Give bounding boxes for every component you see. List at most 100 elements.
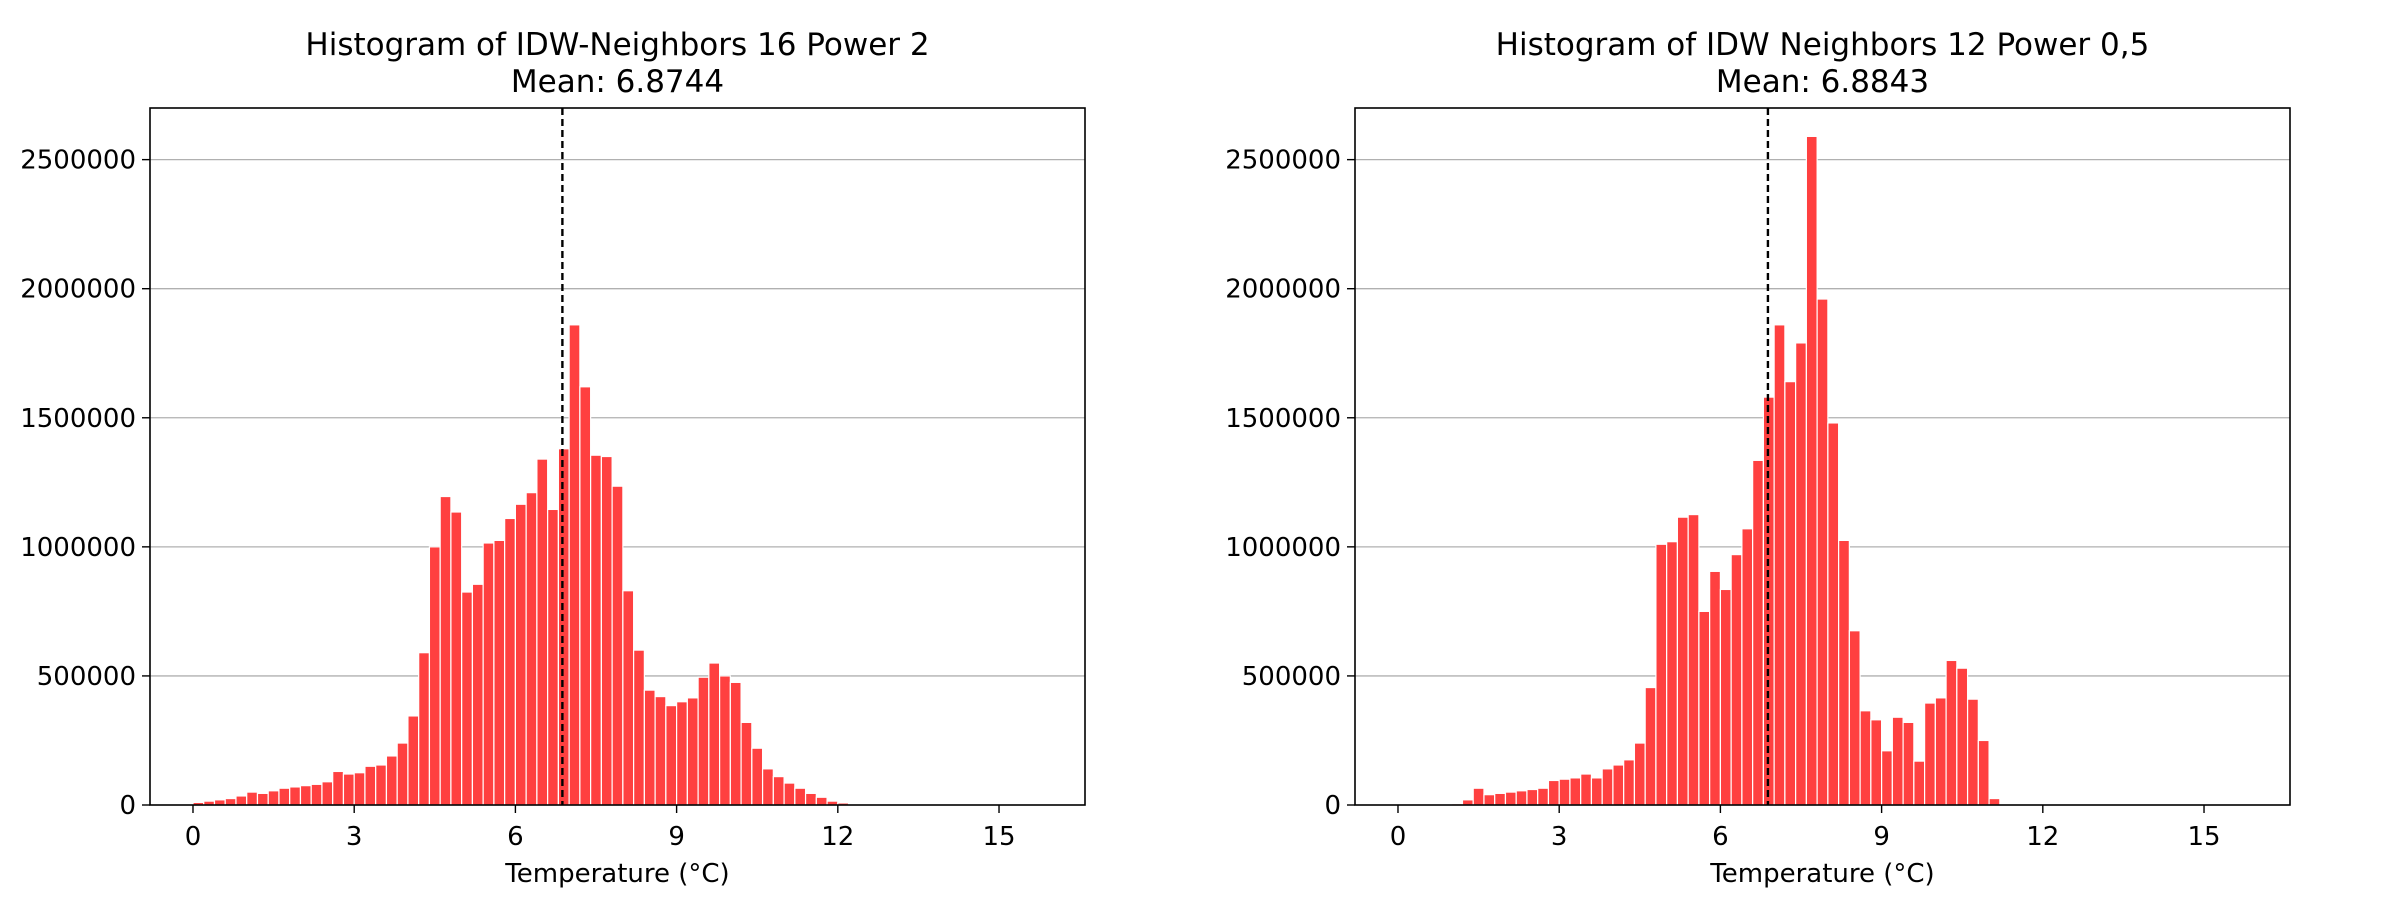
histogram-bar	[1923, 702, 1936, 806]
histogram-bar	[461, 591, 474, 806]
histogram-bar	[1741, 528, 1754, 806]
histogram-bar	[1752, 459, 1764, 806]
y-tick-label: 2500000	[20, 146, 136, 176]
histogram-bar	[1472, 787, 1485, 806]
histogram-bar	[504, 517, 517, 806]
histogram-bar	[1633, 742, 1646, 806]
histogram-bar	[1494, 792, 1507, 806]
histogram-bar	[246, 791, 259, 806]
histogram-bar	[482, 542, 495, 806]
x-tick-label: 15	[982, 822, 1015, 852]
histogram-bar	[525, 492, 538, 806]
histogram-bar	[1504, 791, 1517, 806]
x-axis-label: Temperature (°C)	[504, 859, 729, 889]
y-tick-label: 500000	[1242, 662, 1341, 692]
histogram-bar	[235, 795, 248, 806]
histogram-bar	[633, 649, 645, 806]
histogram-bar	[1966, 698, 1979, 806]
histogram-bar	[353, 772, 366, 806]
histogram-bar	[1838, 539, 1850, 806]
histogram-bar	[729, 681, 742, 806]
y-tick-label: 0	[1324, 791, 1341, 821]
histogram-bar	[600, 455, 613, 806]
histogram-bar	[418, 652, 431, 806]
x-tick-label: 6	[1712, 822, 1729, 852]
histogram-bar	[1881, 750, 1893, 806]
histogram-bar	[321, 781, 334, 806]
histogram-bar	[804, 792, 817, 806]
chart-subtitle: Mean: 6.8744	[511, 64, 724, 100]
histogram-bar	[396, 742, 409, 806]
x-tick-label: 12	[2026, 822, 2059, 852]
histogram-bar	[1612, 764, 1625, 806]
histogram-bar	[686, 697, 699, 806]
histogram-bar	[1698, 610, 1711, 806]
histogram-bar	[224, 797, 237, 806]
x-tick-label: 0	[185, 822, 202, 852]
histogram-bar	[547, 508, 559, 806]
histogram-bar	[1558, 778, 1571, 806]
histogram-bar	[622, 590, 635, 806]
histogram-bar	[783, 782, 796, 806]
chart-title: Histogram of IDW Neighbors 12 Power 0,5	[1496, 27, 2150, 63]
histogram-bar	[676, 701, 688, 806]
histogram-bar	[439, 495, 452, 806]
x-tick-label: 9	[1873, 822, 1890, 852]
histogram-bar	[385, 755, 398, 806]
histogram-bar	[697, 676, 710, 806]
histogram-bar	[428, 546, 441, 806]
histogram-bar	[1623, 759, 1636, 806]
histogram-bar	[1676, 516, 1689, 806]
x-tick-label: 12	[821, 822, 854, 852]
x-tick-label: 9	[668, 822, 685, 852]
histogram-bar	[1483, 794, 1496, 806]
histogram-bar	[1719, 588, 1732, 806]
histogram-bar	[611, 485, 624, 806]
x-tick-label: 15	[2187, 822, 2220, 852]
y-tick-label: 1500000	[1225, 404, 1341, 434]
histogram-bar	[375, 764, 388, 806]
histogram-bars	[1451, 135, 2001, 806]
x-tick-label: 3	[346, 822, 363, 852]
x-tick-label: 6	[507, 822, 524, 852]
histogram-bar	[1547, 779, 1560, 806]
histogram-bar	[1977, 739, 1990, 806]
histogram-bar	[1730, 553, 1743, 806]
histogram-bar	[579, 386, 592, 806]
y-tick-label: 2000000	[20, 275, 136, 305]
histogram-bar	[718, 675, 731, 806]
histogram-bar	[1784, 381, 1797, 806]
histogram-bar	[310, 783, 323, 806]
axes-frame	[1354, 107, 2291, 806]
y-tick-label: 2000000	[1225, 275, 1341, 305]
histogram-bar	[1762, 396, 1775, 806]
histogram-bar	[299, 785, 312, 806]
histogram-bar	[772, 776, 785, 806]
histogram-bar	[1945, 659, 1958, 806]
histogram-bar	[665, 705, 678, 806]
histogram-bar	[267, 790, 280, 806]
histogram-bar	[407, 715, 420, 806]
histogram-bar	[1687, 513, 1700, 806]
histogram-bar	[342, 773, 355, 806]
histogram-bar	[761, 768, 774, 806]
y-tick-label: 1000000	[20, 533, 136, 563]
histogram-bar	[815, 796, 828, 806]
histogram-bar	[1848, 630, 1861, 806]
histogram-bar	[1537, 787, 1550, 806]
histogram-bar	[1988, 797, 2001, 806]
histogram-bar	[1590, 777, 1603, 806]
histogram-bar	[568, 324, 581, 806]
histogram-bar	[1891, 716, 1904, 806]
histogram-bar	[1526, 788, 1539, 806]
y-tick-label: 500000	[37, 662, 136, 692]
chart-panel-1: 0 3 6 9 12 15 0 500000 1000000 1500000 2000000 2500…	[20, 27, 1086, 889]
histogram-bar	[364, 765, 377, 806]
histogram-bar	[557, 448, 570, 806]
histogram-bar	[332, 770, 345, 806]
y-tick-label: 1500000	[20, 404, 136, 434]
histogram-bar	[1902, 721, 1915, 806]
y-tick-label: 1000000	[1225, 533, 1341, 563]
histogram-bar	[1913, 760, 1926, 806]
histogram-bar	[1601, 768, 1614, 806]
